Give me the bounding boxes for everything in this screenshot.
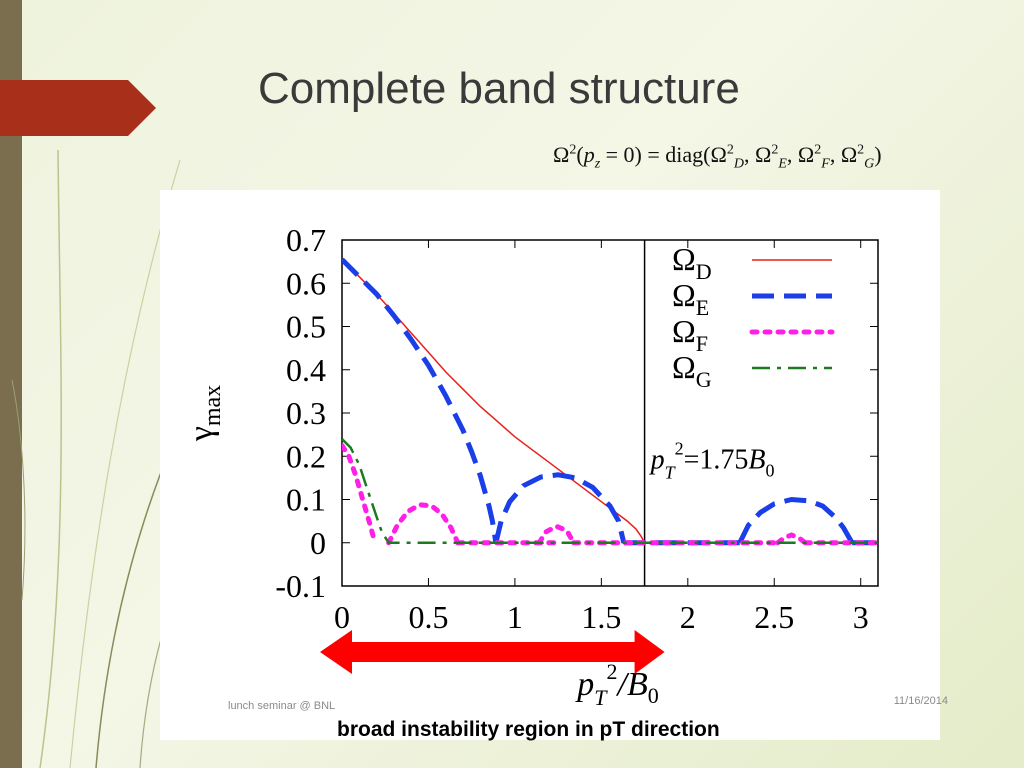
- chart-panel: 0 0.5 1 1.5 2 2.5 3 0.7 0.6 0.5 0.4 0.3 0.2 0.1 0 -0.1 γ…: [160, 190, 940, 740]
- y-axis-label: γmax: [183, 385, 226, 442]
- series-line-ΩF: [342, 442, 378, 546]
- legend-label: ΩD: [672, 241, 712, 284]
- y-tick-label: -0.1: [275, 568, 326, 604]
- legend-label: ΩF: [672, 313, 708, 356]
- chart-caption: broad instability region in pT direction: [337, 718, 720, 741]
- plot-frame: [341, 239, 879, 587]
- x-tick-label: 1: [507, 599, 523, 635]
- x-tick-label: 1.5: [581, 599, 621, 635]
- band-formula: Ω2(pz = 0) = diag(Ω2D, Ω2E, Ω2F, Ω2G): [553, 142, 882, 172]
- y-tick-label: 0.7: [286, 222, 326, 258]
- legend-label: ΩE: [672, 277, 709, 320]
- footer-event: lunch seminar @ BNL: [228, 700, 336, 712]
- series-line-ΩE: [493, 472, 627, 544]
- red-title-tab: [0, 80, 156, 136]
- series-line-ΩF: [775, 532, 808, 546]
- x-tick-label: 2: [680, 599, 696, 635]
- series-line-ΩF: [536, 523, 577, 546]
- band-chart: 0 0.5 1 1.5 2 2.5 30.70.60.50.40.30.20.10-0.1γ…: [183, 222, 879, 710]
- legend-label: ΩG: [672, 349, 712, 392]
- y-tick-label: 0.3: [286, 395, 326, 431]
- footer-date: 11/16/2014: [893, 695, 948, 707]
- series-line-ΩF: [386, 502, 461, 546]
- y-tick-label: 0.1: [286, 482, 326, 518]
- series-line-ΩG: [342, 438, 878, 545]
- series-line-ΩD: [342, 258, 646, 544]
- threshold-annotation: pT2=1.75B0: [649, 438, 775, 482]
- x-tick-label: 0.5: [408, 599, 448, 635]
- left-accent-bar: [0, 0, 22, 768]
- x-axis-label: pT2/B0: [575, 659, 658, 710]
- instability-range-arrow: [320, 630, 665, 674]
- y-tick-label: 0.5: [286, 309, 326, 345]
- y-tick-label: 0.4: [286, 352, 326, 388]
- x-tick-label: 3: [853, 599, 869, 635]
- series-line-ΩE: [737, 496, 855, 545]
- y-tick-label: 0.6: [286, 265, 326, 301]
- series-line-ΩE: [342, 257, 499, 544]
- y-tick-label: 0.2: [286, 438, 326, 474]
- y-tick-label: 0: [310, 525, 326, 561]
- x-tick-label: 2.5: [754, 599, 794, 635]
- x-tick-label: 0: [334, 599, 350, 635]
- slide-title: Complete band structure: [258, 64, 740, 113]
